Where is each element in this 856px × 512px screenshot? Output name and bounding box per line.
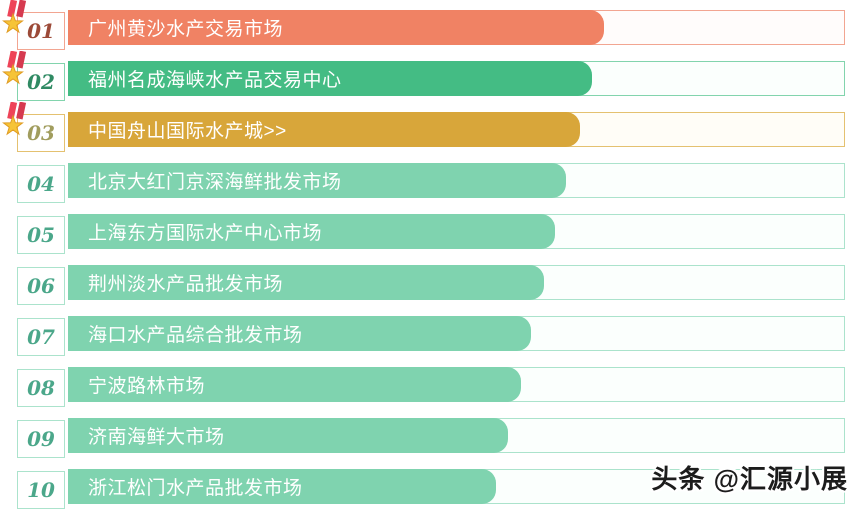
market-name: 广州黄沙水产交易市场 bbox=[88, 19, 284, 40]
bar-track: 宁波路林市场 bbox=[68, 367, 845, 402]
bar-track: 广州黄沙水产交易市场 bbox=[68, 10, 845, 45]
watermark: 头条 @汇源小展 bbox=[651, 464, 848, 494]
ranking-row: 01 广州黄沙水产交易市场 bbox=[2, 0, 845, 50]
ranking-row: 02 福州名成海峡水产品交易中心 bbox=[2, 50, 845, 101]
market-name: 北京大红门京深海鲜批发市场 bbox=[88, 172, 342, 193]
bar-fill: 广州黄沙水产交易市场 bbox=[68, 10, 604, 45]
rank-number: 05 bbox=[17, 216, 65, 254]
rank-number: 01 bbox=[17, 12, 65, 50]
medal-icon bbox=[2, 0, 32, 36]
rank-number: 08 bbox=[17, 369, 65, 407]
ranking-row: 08 宁波路林市场 bbox=[17, 367, 845, 407]
market-name: 荆州淡水产品批发市场 bbox=[88, 274, 284, 295]
rank-number: 10 bbox=[17, 471, 65, 509]
market-name: 宁波路林市场 bbox=[88, 376, 206, 397]
bar-fill: 上海东方国际水产中心市场 bbox=[68, 214, 556, 249]
bar-fill: 海口水产品综合批发市场 bbox=[68, 316, 532, 351]
rank-number: 07 bbox=[17, 318, 65, 356]
ranking-row: 03 中国舟山国际水产城>> bbox=[2, 101, 845, 152]
medal-icon bbox=[2, 50, 32, 87]
market-name: 浙江松门水产品批发市场 bbox=[88, 478, 303, 499]
ranking-row: 10 浙江松门水产品批发市场 bbox=[17, 469, 845, 509]
ranking-row: 06 荆州淡水产品批发市场 bbox=[17, 265, 845, 305]
ranking-row: 04 北京大红门京深海鲜批发市场 bbox=[17, 163, 845, 203]
bar-track: 海口水产品综合批发市场 bbox=[68, 316, 845, 351]
bar-track: 济南海鲜大市场 bbox=[68, 418, 845, 453]
bar-fill: 宁波路林市场 bbox=[68, 367, 521, 402]
bar-fill: 济南海鲜大市场 bbox=[68, 418, 509, 453]
rank-number: 06 bbox=[17, 267, 65, 305]
bar-fill: 中国舟山国际水产城>> bbox=[68, 112, 580, 147]
market-name: 上海东方国际水产中心市场 bbox=[88, 223, 323, 244]
market-name: 福州名成海峡水产品交易中心 bbox=[88, 70, 342, 91]
ranking-row: 09 济南海鲜大市场 bbox=[17, 418, 845, 458]
rank-number: 04 bbox=[17, 165, 65, 203]
rank-number: 03 bbox=[17, 114, 65, 152]
market-name: 济南海鲜大市场 bbox=[88, 427, 225, 448]
bar-track: 中国舟山国际水产城>> bbox=[68, 112, 845, 147]
ranking-row: 05 上海东方国际水产中心市场 bbox=[17, 214, 845, 254]
bar-track: 上海东方国际水产中心市场 bbox=[68, 214, 845, 249]
medal-icon bbox=[2, 101, 32, 138]
bar-track: 福州名成海峡水产品交易中心 bbox=[68, 61, 845, 96]
bar-track: 北京大红门京深海鲜批发市场 bbox=[68, 163, 845, 198]
rank-number: 02 bbox=[17, 63, 65, 101]
bar-fill: 北京大红门京深海鲜批发市场 bbox=[68, 163, 567, 198]
bar-fill: 浙江松门水产品批发市场 bbox=[68, 469, 496, 504]
bar-track: 荆州淡水产品批发市场 bbox=[68, 265, 845, 300]
market-name: 海口水产品综合批发市场 bbox=[88, 325, 303, 346]
rank-number: 09 bbox=[17, 420, 65, 458]
bar-fill: 福州名成海峡水产品交易中心 bbox=[68, 61, 592, 96]
bar-track: 浙江松门水产品批发市场 bbox=[68, 469, 845, 504]
bar-fill: 荆州淡水产品批发市场 bbox=[68, 265, 544, 300]
ranking-row: 07 海口水产品综合批发市场 bbox=[17, 316, 845, 356]
market-name: 中国舟山国际水产城>> bbox=[88, 121, 287, 142]
